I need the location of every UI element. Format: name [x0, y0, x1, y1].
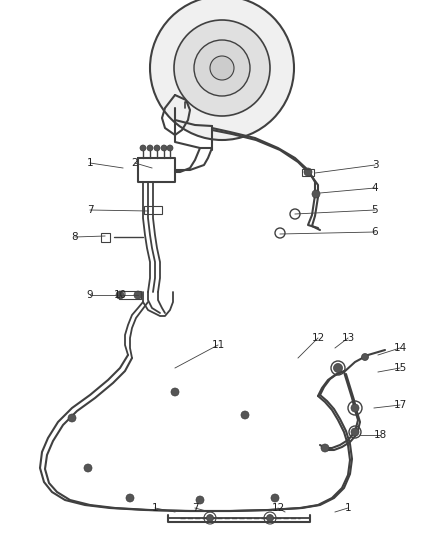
Text: 1: 1	[152, 503, 158, 513]
Text: 10: 10	[113, 290, 127, 300]
Circle shape	[134, 291, 142, 299]
Text: 18: 18	[373, 430, 387, 440]
Circle shape	[84, 464, 92, 472]
Text: 6: 6	[372, 227, 378, 237]
Text: 12: 12	[311, 333, 325, 343]
Text: 14: 14	[393, 343, 406, 353]
Circle shape	[206, 514, 213, 521]
Circle shape	[68, 414, 76, 422]
Circle shape	[266, 514, 273, 521]
Text: 4: 4	[372, 183, 378, 193]
Circle shape	[361, 353, 368, 360]
Circle shape	[140, 145, 146, 151]
Circle shape	[147, 145, 153, 151]
Text: 1: 1	[87, 158, 93, 168]
Circle shape	[333, 364, 343, 373]
Circle shape	[312, 190, 320, 198]
Circle shape	[321, 444, 329, 452]
Text: 11: 11	[212, 340, 225, 350]
Text: 7: 7	[192, 503, 198, 513]
Text: 8: 8	[72, 232, 78, 242]
Circle shape	[150, 0, 294, 140]
Circle shape	[171, 388, 179, 396]
Circle shape	[174, 20, 270, 116]
Bar	[302, 169, 314, 176]
Text: 3: 3	[372, 160, 378, 170]
Circle shape	[304, 168, 312, 176]
Circle shape	[167, 145, 173, 151]
Text: 9: 9	[87, 290, 93, 300]
Circle shape	[351, 428, 359, 436]
Bar	[101, 233, 110, 242]
Text: 12: 12	[272, 503, 285, 513]
Text: 2: 2	[132, 158, 138, 168]
Circle shape	[351, 404, 359, 412]
Circle shape	[161, 145, 167, 151]
Text: 5: 5	[372, 205, 378, 215]
Circle shape	[241, 411, 249, 419]
Circle shape	[116, 291, 124, 299]
Circle shape	[271, 494, 279, 502]
Circle shape	[154, 145, 160, 151]
Circle shape	[210, 56, 234, 80]
Circle shape	[196, 496, 204, 504]
Text: 1: 1	[345, 503, 351, 513]
Text: 13: 13	[341, 333, 355, 343]
Bar	[144, 206, 162, 214]
Circle shape	[194, 40, 250, 96]
Bar	[119, 291, 141, 299]
Text: 7: 7	[87, 205, 93, 215]
Text: 15: 15	[393, 363, 406, 373]
Text: 17: 17	[393, 400, 406, 410]
Circle shape	[126, 494, 134, 502]
